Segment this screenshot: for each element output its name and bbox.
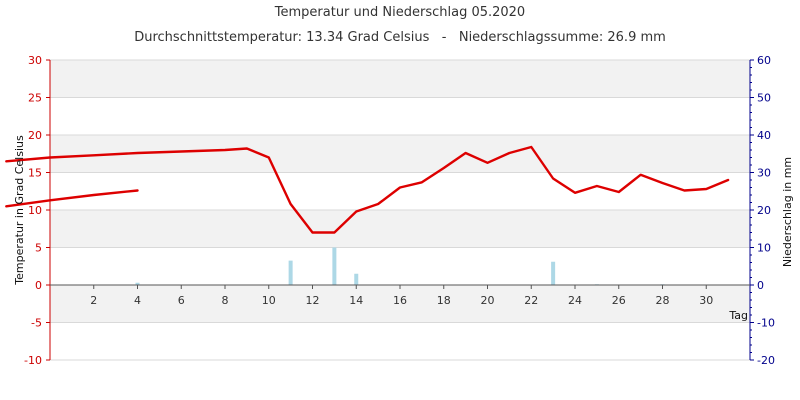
y-tick-label-right: 0 bbox=[757, 279, 764, 292]
x-tick-label: 14 bbox=[349, 294, 363, 307]
precipitation-bar bbox=[551, 261, 556, 285]
x-tick-label: 18 bbox=[437, 294, 451, 307]
background-band bbox=[50, 247, 750, 285]
x-tick-label: 26 bbox=[612, 294, 626, 307]
precipitation-bar bbox=[354, 273, 359, 285]
precipitation-bar bbox=[332, 247, 337, 285]
x-tick-label: 8 bbox=[222, 294, 229, 307]
temperature-line-2 bbox=[5, 145, 730, 234]
chart-subtitle: Durchschnittstemperatur: 13.34 Grad Cels… bbox=[134, 30, 666, 45]
chart-title: Temperatur und Niederschlag 05.2020 bbox=[274, 5, 525, 20]
y-tick-label-left: -10 bbox=[24, 354, 42, 367]
y-tick-label-left: 15 bbox=[28, 167, 42, 180]
y-tick-label-right: 50 bbox=[757, 92, 771, 105]
y-tick-label-left: 10 bbox=[28, 204, 42, 217]
x-tick-label: 6 bbox=[178, 294, 185, 307]
x-tick-label: 28 bbox=[656, 294, 670, 307]
temperature-lines bbox=[5, 145, 730, 234]
x-tick-label: 24 bbox=[568, 294, 582, 307]
x-tick-label: 10 bbox=[262, 294, 276, 307]
y-tick-label-right: 60 bbox=[757, 54, 771, 67]
background-band bbox=[50, 172, 750, 210]
background-band bbox=[50, 285, 750, 323]
background-band bbox=[50, 135, 750, 173]
x-tick-label: 20 bbox=[481, 294, 495, 307]
x-tick-label: 16 bbox=[393, 294, 407, 307]
y-tick-label-left: 25 bbox=[28, 92, 42, 105]
y-tick-label-right: 30 bbox=[757, 167, 771, 180]
x-tick-label: 22 bbox=[524, 294, 538, 307]
y-tick-label-right: 10 bbox=[757, 242, 771, 255]
temperature-line-1 bbox=[5, 189, 139, 208]
background-band bbox=[50, 97, 750, 135]
y-tick-label-right: 40 bbox=[757, 129, 771, 142]
y-axis-left-label: Temperatur in Grad Celsius bbox=[13, 135, 26, 286]
y-tick-label-right: 20 bbox=[757, 204, 771, 217]
background-bands bbox=[50, 60, 750, 360]
precipitation-bar bbox=[135, 282, 140, 285]
x-axis-label: Tag bbox=[728, 309, 748, 322]
y-tick-label-left: 5 bbox=[35, 242, 42, 255]
background-band bbox=[50, 322, 750, 360]
precipitation-bar bbox=[288, 260, 293, 285]
x-tick-label: 12 bbox=[306, 294, 320, 307]
axes bbox=[46, 59, 754, 361]
background-band bbox=[50, 60, 750, 98]
y-tick-label-left: -5 bbox=[31, 317, 42, 330]
y-tick-label-left: 0 bbox=[35, 279, 42, 292]
x-tick-label: 30 bbox=[699, 294, 713, 307]
y-tick-label-right: -20 bbox=[757, 354, 775, 367]
x-tick-label: 2 bbox=[90, 294, 97, 307]
y-tick-label-left: 20 bbox=[28, 129, 42, 142]
background-band bbox=[50, 210, 750, 248]
y-tick-label-right: -10 bbox=[757, 317, 775, 330]
y-tick-label-left: 30 bbox=[28, 54, 42, 67]
y-axis-right-label: Niederschlag in mm bbox=[781, 157, 794, 267]
x-tick-label: 4 bbox=[134, 294, 141, 307]
